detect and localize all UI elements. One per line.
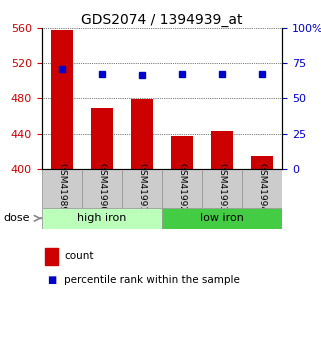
Bar [251, 156, 273, 169]
Text: GSM41991: GSM41991 [137, 164, 147, 213]
Text: GSM41992: GSM41992 [178, 164, 187, 213]
Bar [91, 108, 113, 169]
Text: GSM41990: GSM41990 [97, 164, 107, 213]
Title: GDS2074 / 1394939_at: GDS2074 / 1394939_at [81, 12, 243, 27]
Bar [171, 136, 193, 169]
Text: high iron: high iron [77, 213, 126, 223]
Bar [82, 169, 122, 208]
Text: GSM41989: GSM41989 [57, 164, 66, 213]
Bar [162, 208, 282, 229]
Bar [51, 30, 73, 169]
Bar [131, 99, 153, 169]
Text: dose: dose [3, 213, 30, 223]
Text: ■: ■ [47, 275, 56, 285]
Text: GSM41993: GSM41993 [218, 164, 227, 213]
Bar [162, 169, 202, 208]
Bar [122, 169, 162, 208]
Bar [242, 169, 282, 208]
Bar [42, 208, 162, 229]
Text: percentile rank within the sample: percentile rank within the sample [64, 275, 240, 285]
Text: count: count [64, 251, 94, 261]
Text: GSM41994: GSM41994 [258, 164, 267, 213]
Bar [202, 169, 242, 208]
Bar [211, 131, 233, 169]
Text: low iron: low iron [200, 213, 244, 223]
Bar [42, 169, 82, 208]
